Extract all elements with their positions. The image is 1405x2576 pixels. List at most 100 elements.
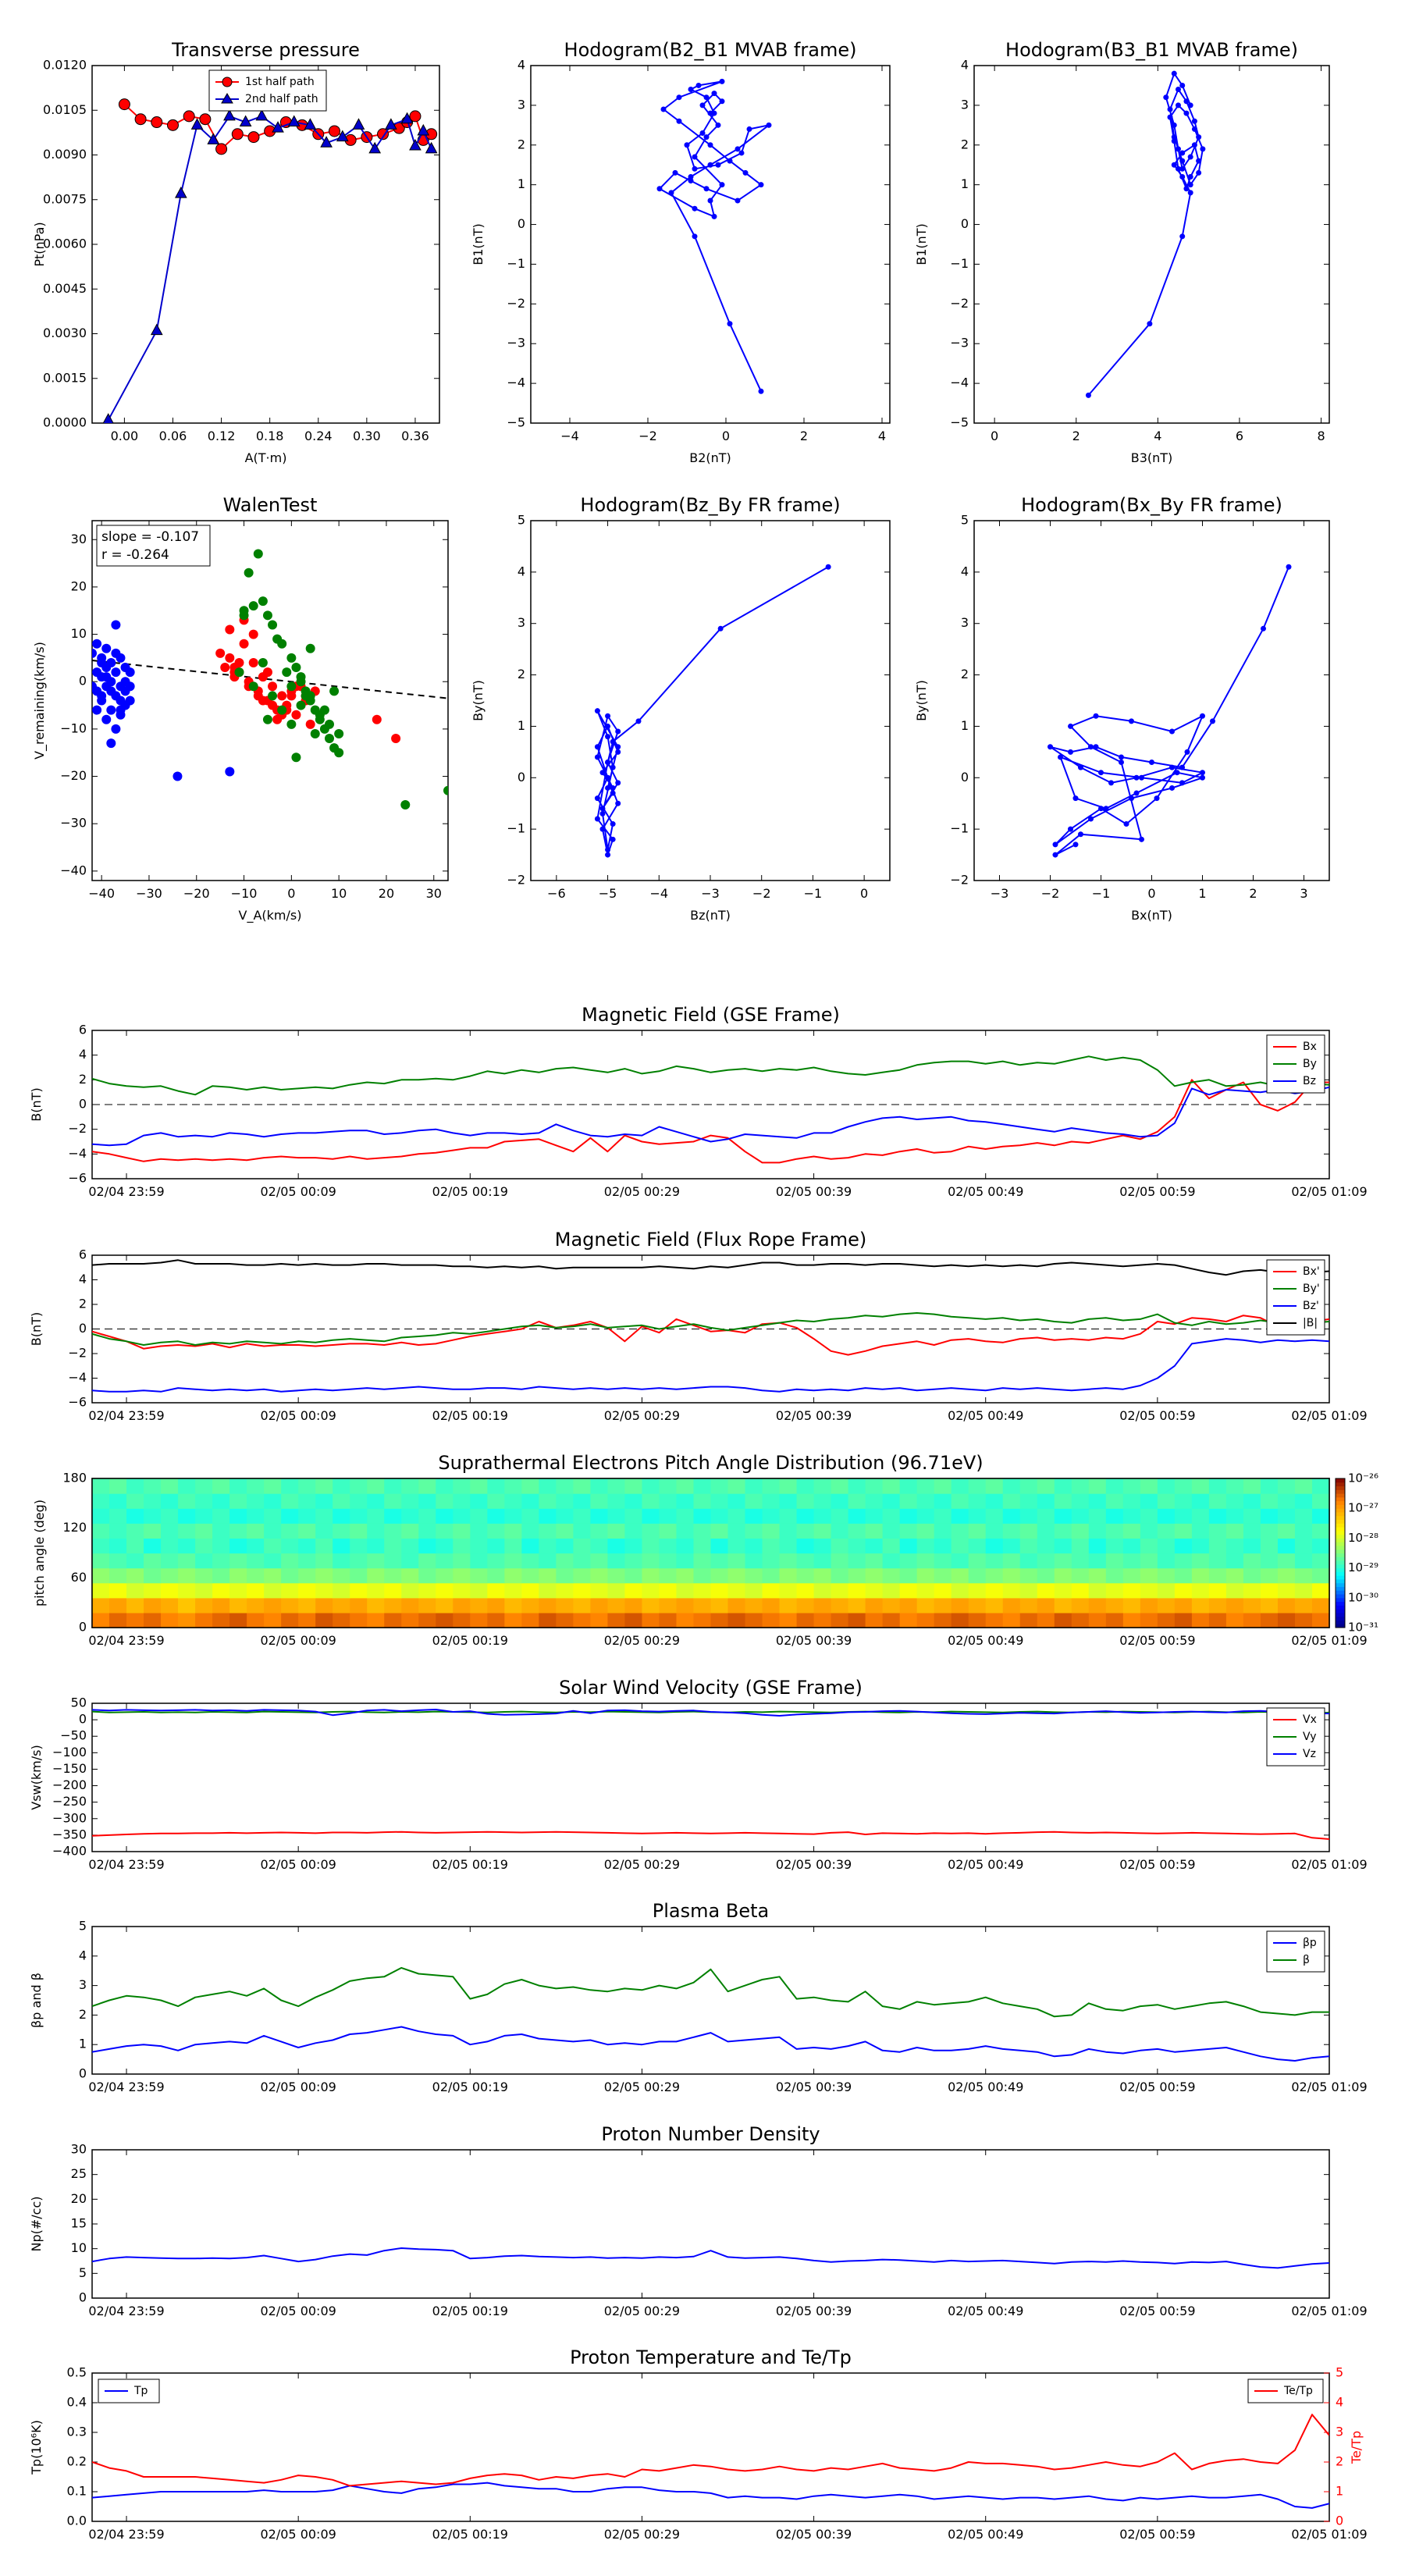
heatmap-cell [1088, 1567, 1107, 1584]
series-line [92, 1709, 1329, 1717]
x-tick-label: 0 [287, 886, 295, 901]
legend-label: Bx' [1303, 1265, 1320, 1278]
scatter-point [116, 696, 126, 706]
heatmap-cell [504, 1523, 522, 1539]
y-tick-label: 0 [79, 1097, 87, 1112]
heatmap-cell [762, 1508, 781, 1524]
heatmap-cell [1054, 1523, 1072, 1539]
heatmap-cell [831, 1582, 849, 1599]
colorbar-tick-label: 10⁻²⁹ [1348, 1560, 1378, 1574]
heatmap-cell [951, 1523, 969, 1539]
heatmap-cell [521, 1523, 539, 1539]
heatmap-cell [1277, 1567, 1296, 1584]
data-point [594, 744, 600, 750]
heatmap-cell [1243, 1493, 1261, 1509]
heatmap-cell [195, 1508, 213, 1524]
heatmap-cell [298, 1567, 316, 1584]
y-tick-label: −20 [60, 768, 87, 783]
scatter-point [101, 643, 112, 653]
series-line [92, 1259, 1329, 1276]
data-point [385, 118, 397, 130]
colorbar-cell [1336, 1571, 1345, 1576]
heatmap-cell [264, 1523, 282, 1539]
heatmap-cell [1105, 1582, 1124, 1599]
heatmap-cell [556, 1538, 574, 1554]
heatmap-cell [367, 1493, 385, 1509]
colorbar-cell [1336, 1523, 1345, 1528]
heatmap-cell [126, 1508, 144, 1524]
heatmap-cell [779, 1567, 798, 1584]
y-axis-label: Pt(nPa) [32, 222, 47, 266]
y-tick-label: 0.0030 [43, 326, 87, 340]
data-point [599, 810, 606, 817]
y-tick-label-right: 2 [1336, 2454, 1343, 2469]
data-point [352, 118, 365, 130]
heatmap-cell [831, 1538, 849, 1554]
heatmap-cell [659, 1508, 678, 1524]
heatmap-cell [504, 1478, 522, 1494]
heatmap-cell [796, 1493, 815, 1509]
heatmap-cell [1105, 1553, 1124, 1569]
heatmap-cell [848, 1523, 866, 1539]
heatmap-cell [590, 1493, 609, 1509]
chart-title: Magnetic Field (GSE Frame) [582, 1004, 840, 1026]
heatmap-cell [934, 1523, 952, 1539]
y-tick-label: 4 [961, 564, 969, 578]
heatmap-cell [1311, 1582, 1330, 1599]
heatmap-cell [453, 1567, 471, 1584]
y-tick-label: 0 [961, 770, 969, 785]
heatmap-cell [676, 1493, 695, 1509]
heatmap-cell [573, 1523, 592, 1539]
scatter-point [329, 686, 340, 696]
heatmap-cell [813, 1612, 832, 1628]
heatmap-cell [985, 1553, 1004, 1569]
heatmap-cell [796, 1567, 815, 1584]
heatmap-cell [1002, 1493, 1021, 1509]
heatmap-cell [985, 1612, 1004, 1628]
heatmap-cell [1208, 1523, 1227, 1539]
heatmap-cell [985, 1582, 1004, 1599]
plot-frame [973, 520, 1330, 881]
heatmap-cell [521, 1567, 539, 1584]
data-point [735, 146, 741, 152]
heatmap-cell [590, 1553, 609, 1569]
heatmap-cell [281, 1523, 299, 1539]
scatter-point [92, 681, 97, 692]
y-axis-label: Vsw(km/s) [29, 1745, 44, 1809]
x-tick-label: 02/05 00:29 [604, 1857, 680, 1872]
y-axis-label: βp and β [29, 1973, 44, 2028]
heatmap-cell [590, 1597, 609, 1614]
heatmap-cell [436, 1538, 454, 1554]
y-tick-label: −4 [68, 1370, 87, 1385]
y-tick-label: −2 [68, 1346, 87, 1361]
heatmap-cell [487, 1478, 505, 1494]
heatmap-cell [436, 1612, 454, 1628]
heatmap-cell [659, 1597, 678, 1614]
series-line [596, 566, 829, 856]
scatter-point [296, 700, 306, 710]
heatmap-cell [710, 1538, 729, 1554]
heatmap-cell [350, 1597, 368, 1614]
heatmap-cell [727, 1553, 746, 1569]
heatmap-cell [315, 1478, 333, 1494]
x-axis-label: B3(nT) [1131, 450, 1173, 465]
y-tick-label: 20 [71, 578, 87, 593]
heatmap-cell [848, 1508, 866, 1524]
data-point [610, 764, 616, 770]
scatter-point [248, 657, 258, 667]
y-tick-label: 0 [79, 1712, 87, 1727]
heatmap-cell [624, 1478, 643, 1494]
colorbar-tick-label: 10⁻²⁶ [1348, 1471, 1378, 1485]
heatmap-cell [521, 1597, 539, 1614]
heatmap-cell [1088, 1553, 1107, 1569]
heatmap-cell [813, 1478, 832, 1494]
heatmap-cell [418, 1553, 436, 1569]
y-tick-label: 2 [79, 2007, 87, 2022]
x-tick-label: 0.18 [256, 429, 284, 443]
heatmap-cell [1311, 1523, 1330, 1539]
heatmap-cell [1208, 1612, 1227, 1628]
heatmap-cell [693, 1582, 712, 1599]
colorbar-cell [1336, 1489, 1345, 1494]
data-point [727, 321, 733, 327]
data-point [1171, 70, 1177, 76]
